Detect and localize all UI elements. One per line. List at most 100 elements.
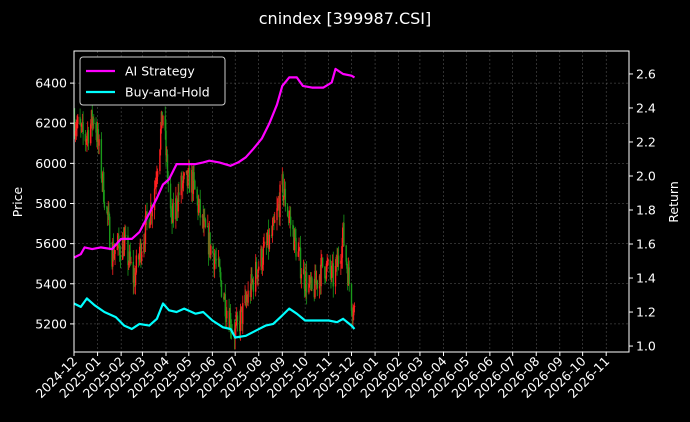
candle-body (182, 183, 184, 189)
candle-body (178, 192, 180, 196)
candle-body (320, 257, 322, 287)
candle-body (202, 215, 204, 228)
candle-body (316, 280, 318, 289)
candle-body (329, 259, 331, 273)
candle-body (249, 290, 252, 298)
candle-body (197, 204, 200, 213)
series-line-buy-and-hold (73, 297, 356, 339)
candle-body (293, 229, 295, 251)
candle-body (100, 139, 103, 179)
candle-body (209, 232, 211, 255)
right-tick-label: 1.8 (636, 203, 656, 218)
candle-body (183, 173, 185, 176)
candle-body (315, 280, 318, 285)
candle-body (187, 170, 189, 186)
candle-body (241, 306, 243, 324)
candle-body (273, 220, 275, 223)
candle-body (311, 277, 313, 289)
candle-body (212, 245, 214, 255)
candle-body (256, 275, 258, 279)
candle-body (217, 258, 220, 260)
candle-body (137, 255, 140, 260)
candle-body (288, 217, 290, 219)
right-tick-label: 2.4 (636, 100, 656, 115)
candle-body (236, 315, 239, 322)
candle-body (324, 278, 327, 280)
candle-body (224, 294, 226, 317)
candle-body (340, 257, 343, 261)
candle-body (289, 216, 291, 218)
candle-body (295, 237, 297, 257)
candle-body (112, 243, 115, 259)
candle-body (159, 149, 161, 172)
candle-body (245, 294, 247, 302)
candle-body (91, 110, 93, 126)
candle-body (293, 229, 296, 251)
candle-body (107, 211, 109, 215)
candle-body (265, 241, 268, 245)
candle-body (305, 272, 308, 293)
left-axis: 5200 5400 5600 5800 6000 6200 6400 (35, 76, 74, 331)
legend: AI Strategy Buy-and-Hold (79, 56, 226, 106)
candle-body (143, 241, 145, 253)
candle-body (228, 310, 230, 330)
candle-body (326, 262, 328, 264)
candle-body (319, 275, 322, 287)
candle-body (262, 246, 265, 265)
candle-body (128, 263, 130, 266)
left-tick-label: 5600 (35, 236, 67, 251)
candle-body (281, 174, 284, 185)
candle-body (345, 245, 347, 262)
candle-body (321, 257, 324, 267)
right-tick-label: 1.2 (636, 305, 656, 320)
left-tick-label: 5800 (35, 196, 67, 211)
candle-body (86, 135, 88, 141)
candle-body (331, 265, 333, 278)
candle-body (169, 183, 172, 209)
candle-body (226, 310, 228, 319)
candle-body (299, 247, 301, 249)
candle-body (140, 252, 143, 262)
candlesticks (74, 102, 356, 350)
candle-body (330, 272, 332, 278)
candle-body (346, 261, 348, 269)
candle-body (235, 322, 237, 329)
candle-body (278, 202, 280, 218)
candle-body (210, 245, 212, 255)
chart-title: cnindex [399987.CSI] (259, 9, 432, 28)
candle-body (188, 168, 190, 171)
candle-body (198, 199, 201, 205)
candle-body (124, 234, 126, 238)
candle-body (219, 266, 221, 273)
candle-body (286, 206, 289, 217)
candle-body (271, 225, 274, 236)
candle-body (300, 274, 303, 279)
candle-body (266, 243, 268, 245)
candle-body (318, 275, 321, 289)
candle-body (277, 205, 279, 209)
candle-body (347, 267, 350, 286)
candle-body (305, 272, 307, 292)
candle-body (128, 251, 131, 264)
candle-body (149, 222, 151, 228)
left-tick-label: 6200 (35, 116, 67, 131)
candle-body (194, 180, 196, 190)
candle-body (284, 188, 287, 207)
candle-body (185, 170, 188, 174)
candle-body (240, 306, 242, 310)
candle-body (229, 313, 231, 330)
candle-body (145, 211, 147, 216)
candle-body (220, 280, 223, 297)
candle-body (102, 172, 104, 183)
left-tick-label: 5200 (35, 316, 67, 331)
candle-body (287, 216, 290, 218)
candle-body (84, 134, 87, 142)
legend-label: Buy-and-Hold (125, 85, 210, 100)
candle-body (85, 140, 87, 142)
candle-body (247, 290, 249, 303)
right-tick-label: 2.2 (636, 134, 656, 149)
candle-body (225, 316, 227, 319)
candle-body (177, 192, 179, 212)
candle-body (191, 170, 194, 194)
candle-body (213, 254, 215, 270)
